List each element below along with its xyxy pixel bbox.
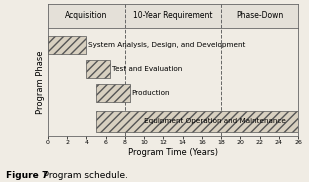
Text: Phase-Down: Phase-Down	[236, 11, 283, 20]
Bar	[96, 84, 130, 102]
Text: Test and Evaluation: Test and Evaluation	[112, 66, 183, 72]
Text: Program schedule.: Program schedule.	[32, 171, 129, 180]
Text: Production: Production	[132, 90, 170, 96]
Text: System Analysis, Design, and Development: System Analysis, Design, and Development	[88, 42, 246, 48]
Y-axis label: Program Phase: Program Phase	[36, 50, 45, 114]
Text: Acquisition: Acquisition	[65, 11, 108, 20]
Bar	[48, 36, 87, 54]
Text: Figure 7: Figure 7	[6, 171, 49, 180]
Text: 10-Year Requirement: 10-Year Requirement	[133, 11, 213, 20]
Text: Equipment Operation and Maintenance: Equipment Operation and Maintenance	[144, 118, 286, 124]
Bar	[96, 111, 298, 132]
Bar	[87, 60, 111, 78]
X-axis label: Program Time (Years): Program Time (Years)	[128, 148, 218, 157]
